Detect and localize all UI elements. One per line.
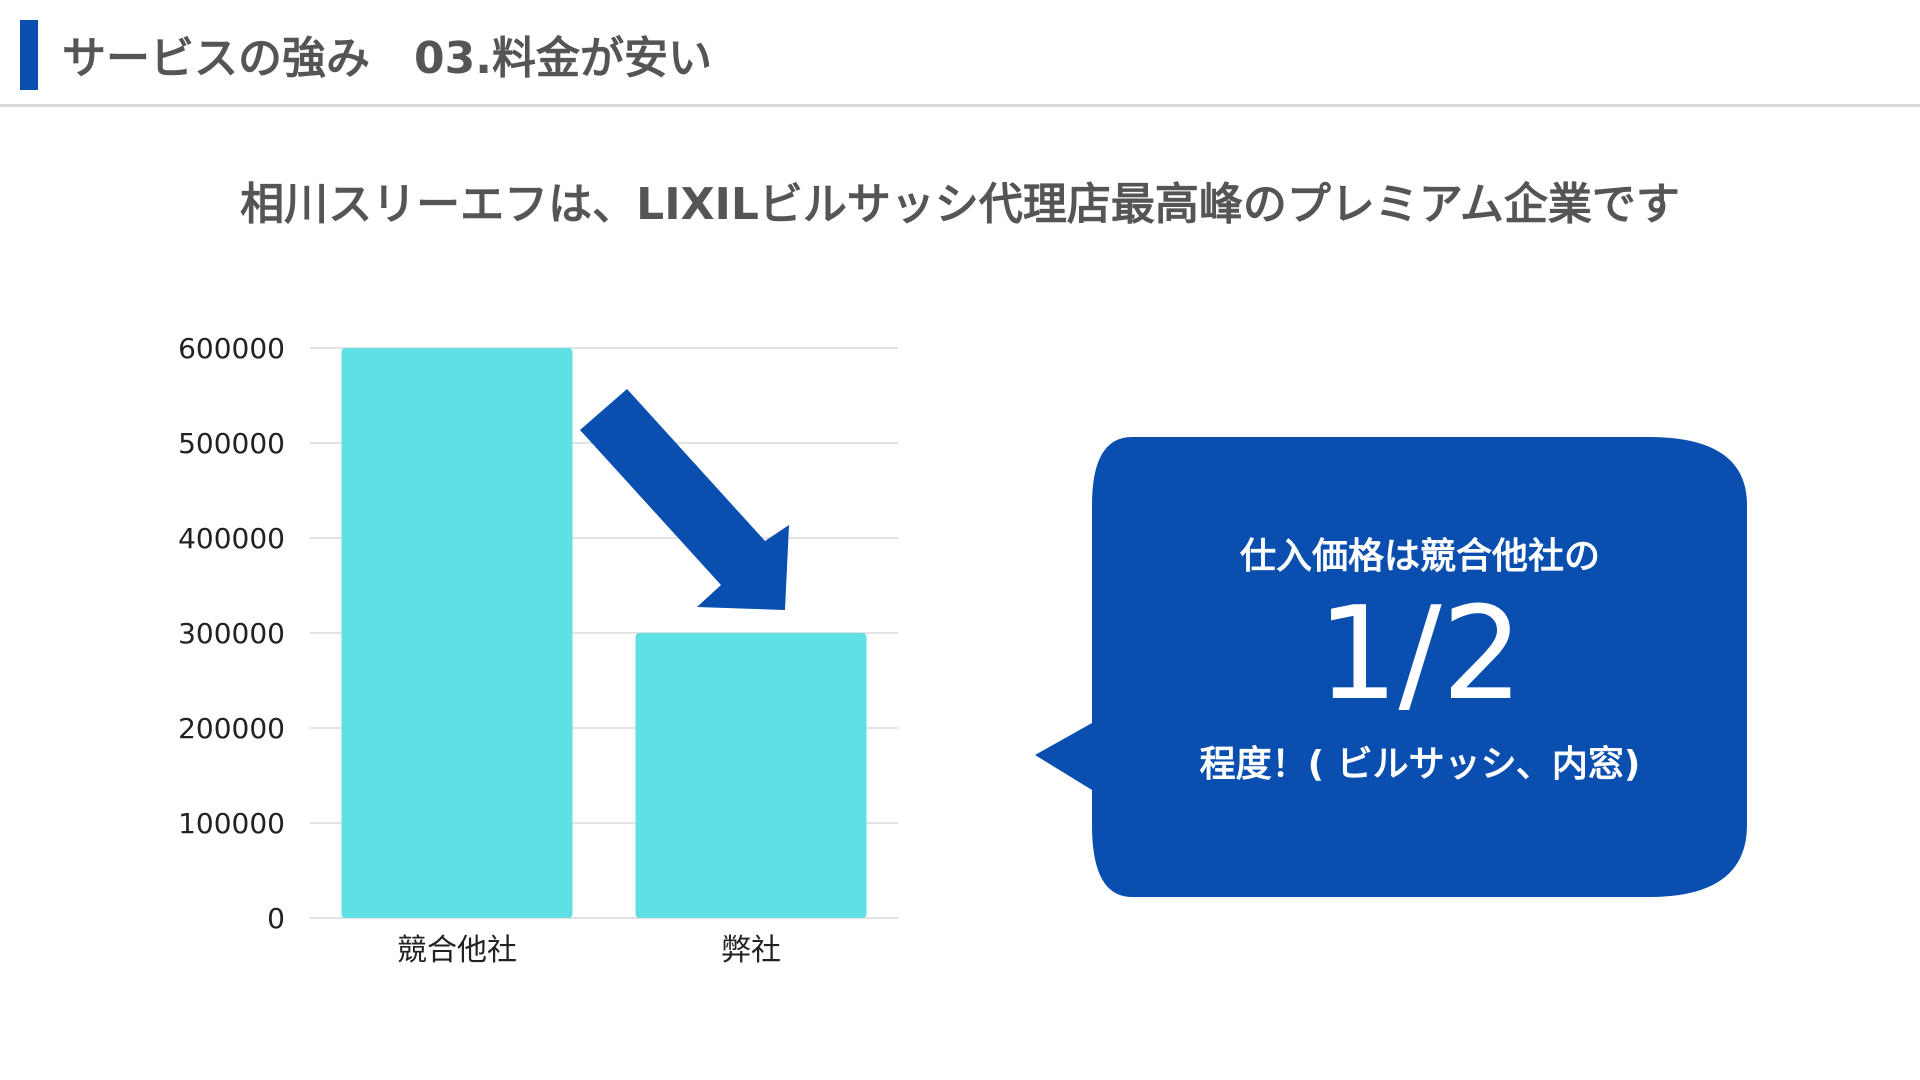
y-tick-label: 400000: [178, 522, 285, 555]
chart-x-ticks: 競合他社 弊社: [397, 933, 781, 968]
x-tick-label: 競合他社: [397, 933, 517, 968]
y-tick-label: 100000: [178, 807, 285, 840]
y-tick-label: 600000: [178, 332, 285, 365]
header-divider: [0, 104, 1920, 107]
y-tick-label: 200000: [178, 712, 285, 745]
callout-line-1: 仕入価格は競合他社の: [1239, 536, 1600, 577]
bar: [635, 633, 867, 918]
slide-subtitle: 相川スリーエフは、LIXILビルサッシ代理店最高峰のプレミアム企業です: [240, 179, 1680, 230]
chart-y-ticks: 0 100000 200000 300000 400000 500000 600000: [178, 332, 285, 935]
page-title: サービスの強み 03.料金が安い: [62, 33, 712, 84]
header-accent-bar: [20, 20, 38, 90]
callout-content: 仕入価格は競合他社の 1/2 程度！( ビルサッシ、内窓): [1092, 437, 1748, 897]
x-tick-label: 弊社: [721, 933, 781, 968]
y-tick-label: 300000: [178, 617, 285, 650]
callout-bubble-shape: [1035, 437, 1747, 897]
callout-bubble: [1035, 437, 1747, 897]
callout-line-3: 程度！( ビルサッシ、内窓): [1199, 744, 1641, 785]
down-arrow-icon: [580, 389, 789, 610]
bar: [341, 348, 573, 918]
y-tick-label: 500000: [178, 427, 285, 460]
y-tick-label: 0: [267, 902, 285, 935]
callout-ratio: 1/2: [1317, 580, 1523, 729]
bar-chart: 0 100000 200000 300000 400000 500000 600000 競合…: [178, 332, 898, 968]
chart-bars: [341, 348, 867, 918]
